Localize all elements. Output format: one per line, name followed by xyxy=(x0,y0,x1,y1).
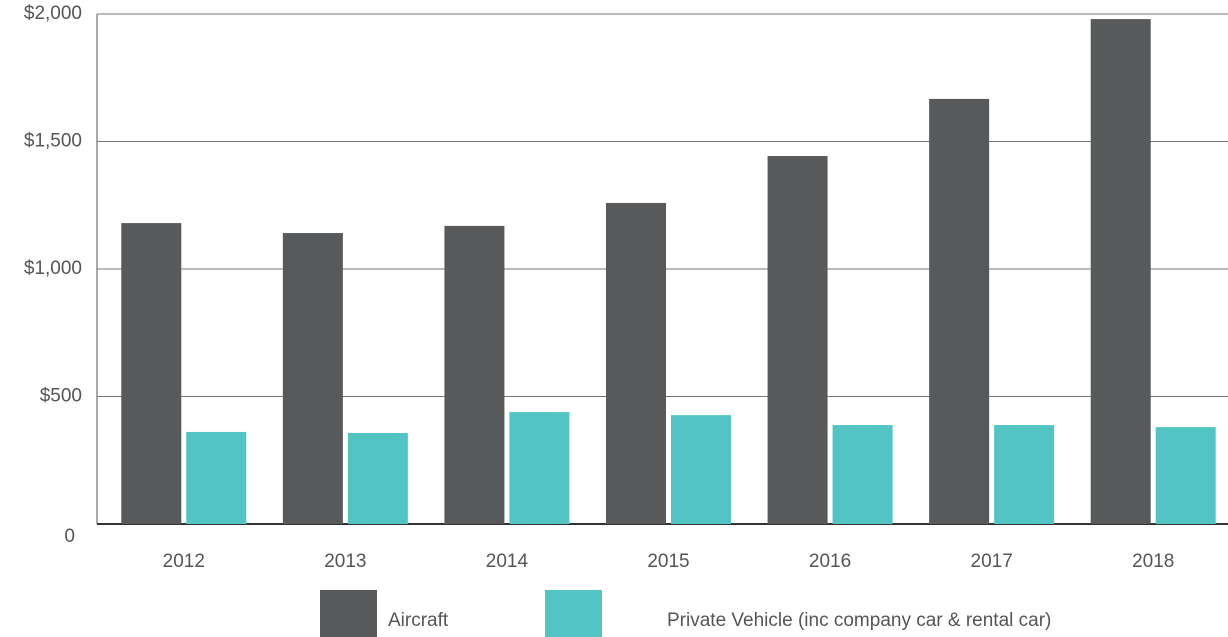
bar xyxy=(767,156,828,524)
bar xyxy=(1155,427,1216,524)
legend-swatch xyxy=(320,590,377,637)
legend-swatch xyxy=(545,590,602,637)
bar xyxy=(1090,19,1151,524)
legend-label: Private Vehicle (inc company car & renta… xyxy=(667,610,1051,631)
x-tick-label: 2014 xyxy=(486,551,529,572)
y-tick-label: $1,000 xyxy=(24,258,82,279)
y-tick-label: 0 xyxy=(64,526,75,547)
x-tick-label: 2017 xyxy=(971,551,1013,572)
bar xyxy=(347,432,408,524)
bar xyxy=(671,415,731,524)
bar xyxy=(509,412,570,524)
legend-label: Aircraft xyxy=(388,610,449,631)
bar xyxy=(994,425,1055,524)
x-tick-label: 2018 xyxy=(1132,551,1174,572)
bar xyxy=(606,202,666,524)
bar xyxy=(832,425,893,524)
bar xyxy=(186,431,247,524)
bar xyxy=(121,223,182,524)
y-tick-label: $1,500 xyxy=(24,131,82,152)
bar xyxy=(282,233,343,525)
y-tick-label: $500 xyxy=(40,386,82,407)
x-tick-label: 2013 xyxy=(324,551,366,572)
y-tick-label: $2,000 xyxy=(24,3,82,24)
x-tick-label: 2012 xyxy=(163,551,205,572)
bar xyxy=(929,98,990,524)
bar xyxy=(444,225,505,524)
x-tick-label: 2015 xyxy=(647,551,689,572)
x-tick-label: 2016 xyxy=(809,551,851,572)
